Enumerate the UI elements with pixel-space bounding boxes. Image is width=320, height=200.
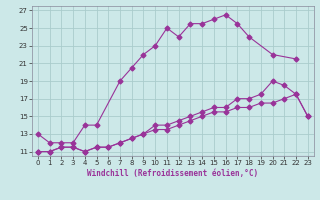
X-axis label: Windchill (Refroidissement éolien,°C): Windchill (Refroidissement éolien,°C) [87,169,258,178]
